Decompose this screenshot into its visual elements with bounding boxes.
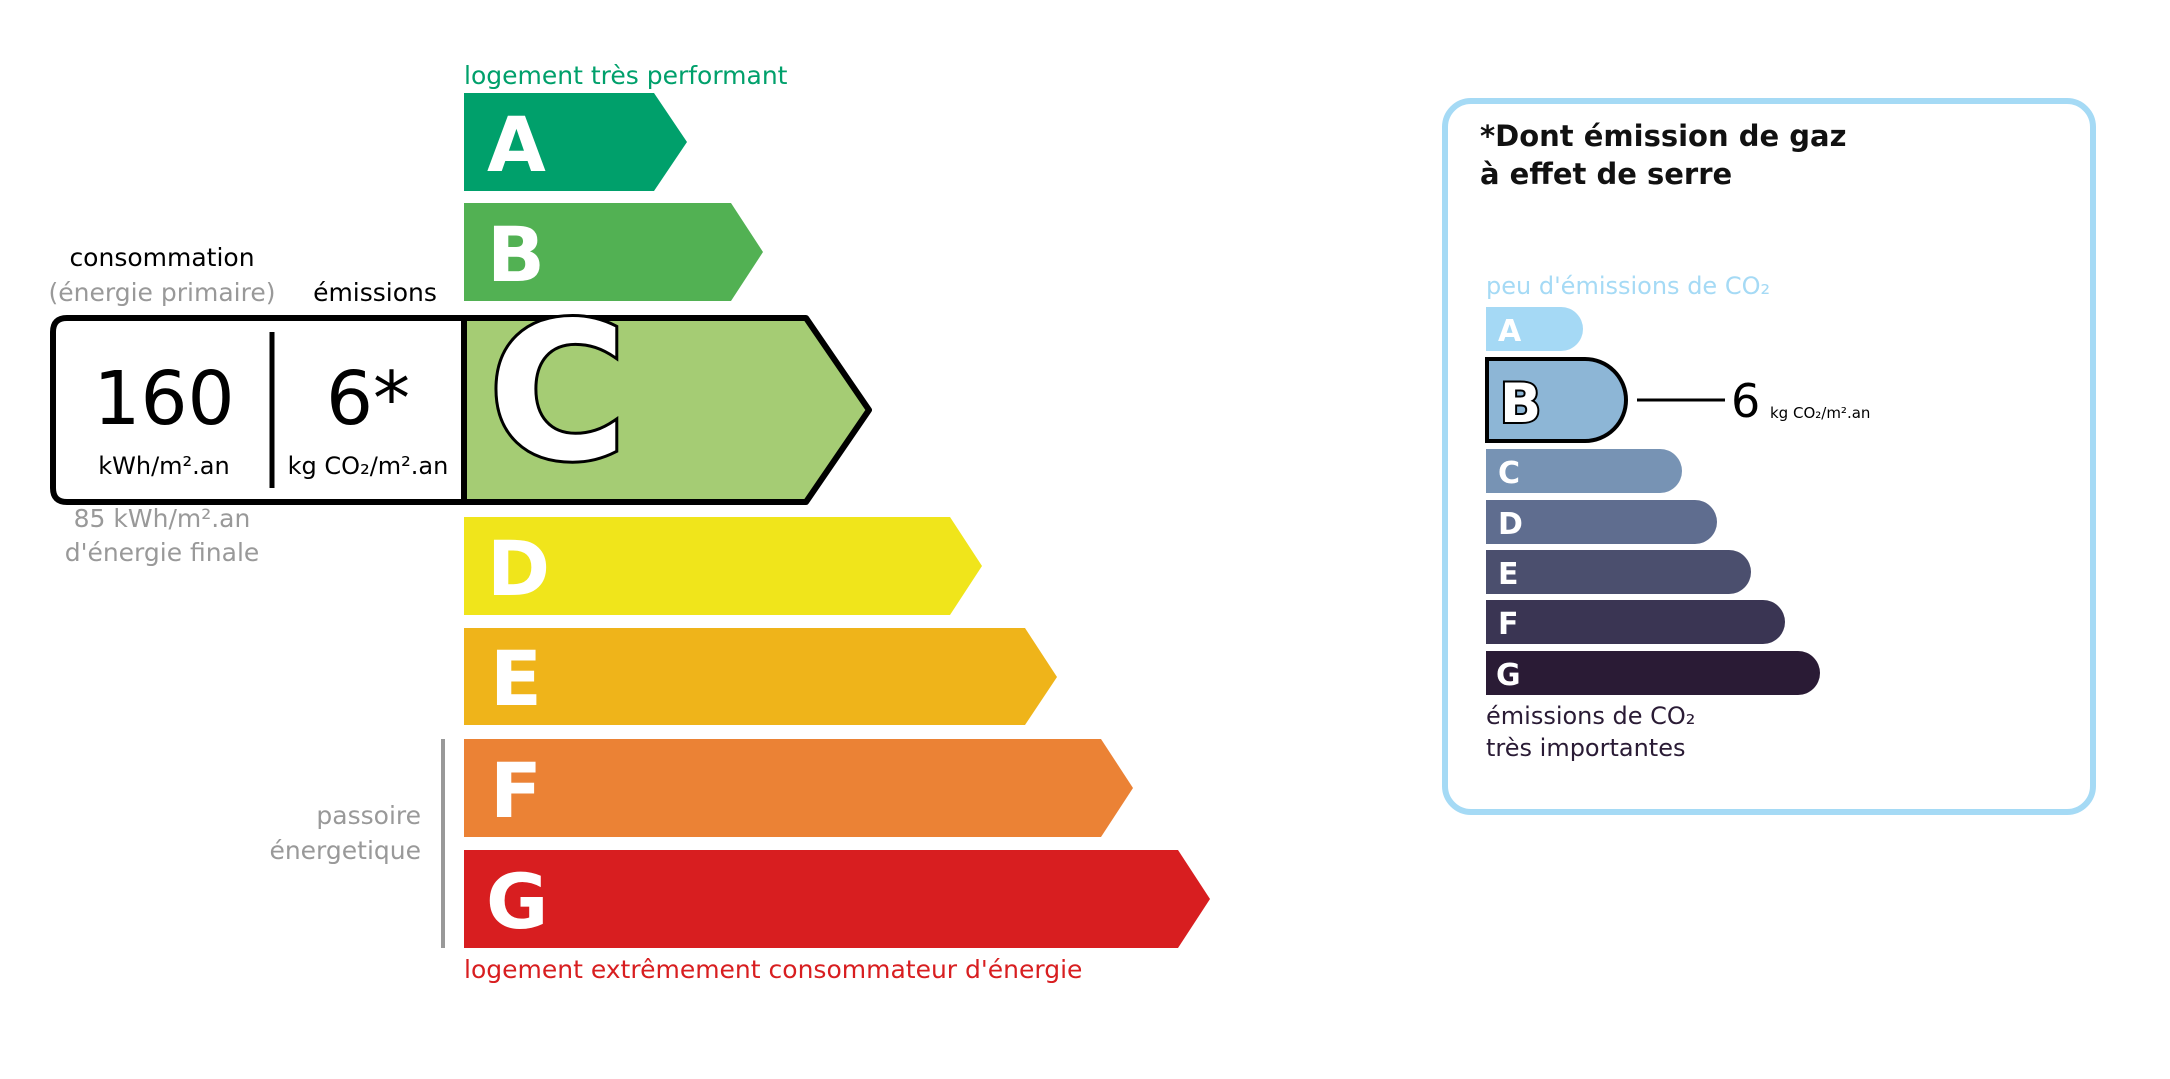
passoire-label-1: passoire	[316, 801, 421, 830]
energy-letter-b: B	[487, 210, 545, 299]
ges-bar-f	[1486, 600, 1785, 644]
energy-bar-c	[461, 315, 872, 505]
ges-class-a: A	[1486, 307, 1583, 351]
energy-bar-d	[464, 517, 982, 615]
ges-letter-a: A	[1498, 314, 1522, 349]
ges-unit: kg CO₂/m².an	[1770, 404, 1870, 422]
consumption-subheader: (énergie primaire)	[49, 278, 276, 307]
final-energy-value: 85 kWh/m².an	[74, 504, 251, 533]
ges-class-f: F	[1486, 600, 1785, 644]
ges-class-e: E	[1486, 550, 1751, 594]
ges-class-d: D	[1486, 500, 1717, 544]
ges-title-2: à effet de serre	[1480, 157, 1732, 191]
energy-letter-f: F	[490, 746, 542, 835]
energy-bar-b	[464, 203, 763, 301]
ges-bar-b	[1485, 357, 1628, 443]
energy-class-g: G	[464, 850, 1210, 948]
ges-letter-b: B	[1500, 372, 1541, 435]
energy-bar-f	[464, 739, 1133, 837]
ges-bar-c	[1486, 449, 1682, 493]
consumption-unit: kWh/m².an	[98, 452, 229, 480]
ges-class-c: C	[1486, 449, 1682, 493]
energy-letter-g: G	[486, 857, 548, 946]
emissions-unit: kg CO₂/m².an	[288, 452, 449, 480]
energy-class-a: A	[464, 93, 687, 191]
energy-class-d: D	[464, 517, 982, 615]
energy-letter-d: D	[487, 524, 550, 613]
ges-letter-f: F	[1498, 607, 1519, 642]
ges-bar-a	[1486, 307, 1583, 351]
ges-bottom-label-1: émissions de CO₂	[1486, 702, 1695, 730]
ges-top-label: peu d'émissions de CO₂	[1486, 272, 1770, 300]
ges-letter-c: C	[1498, 456, 1520, 491]
energy-class-f: F	[464, 739, 1133, 837]
ges-class-g: G	[1486, 651, 1820, 695]
passoire-label-2: énergetique	[269, 836, 421, 865]
final-energy-label: d'énergie finale	[65, 538, 260, 567]
ges-letter-e: E	[1498, 557, 1519, 592]
energy-letter-e: E	[490, 634, 542, 723]
ges-value: 6	[1731, 374, 1760, 428]
ges-bar-e	[1486, 550, 1751, 594]
energy-top-label: logement très performant	[464, 61, 788, 90]
energy-bar-a	[464, 93, 687, 191]
consumption-value: 160	[93, 356, 234, 442]
energy-class-e: E	[464, 628, 1057, 725]
energy-bar-g	[464, 850, 1210, 948]
ges-letter-g: G	[1496, 658, 1521, 693]
ges-bar-g	[1486, 651, 1820, 695]
emissions-value: 6*	[326, 356, 410, 442]
ges-class-b-current: B 6 kg CO₂/m².an	[1485, 357, 1870, 443]
ges-bottom-label-2: très importantes	[1486, 734, 1686, 762]
energy-letter-c: C	[488, 282, 627, 503]
energy-class-b: B	[464, 203, 763, 301]
energy-bottom-label: logement extrêmement consommateur d'éner…	[464, 955, 1082, 984]
emissions-header: émissions	[313, 278, 437, 307]
consumption-header: consommation	[69, 243, 254, 272]
ges-title-1: *Dont émission de gaz	[1480, 119, 1846, 153]
energy-bar-e	[464, 628, 1057, 725]
energy-letter-a: A	[487, 100, 546, 189]
value-box	[50, 315, 467, 505]
ges-letter-d: D	[1498, 507, 1523, 542]
energy-class-c-current: C 160 kWh/m².an 6* kg CO₂/m².an	[50, 279, 872, 506]
ges-bar-d	[1486, 500, 1717, 544]
